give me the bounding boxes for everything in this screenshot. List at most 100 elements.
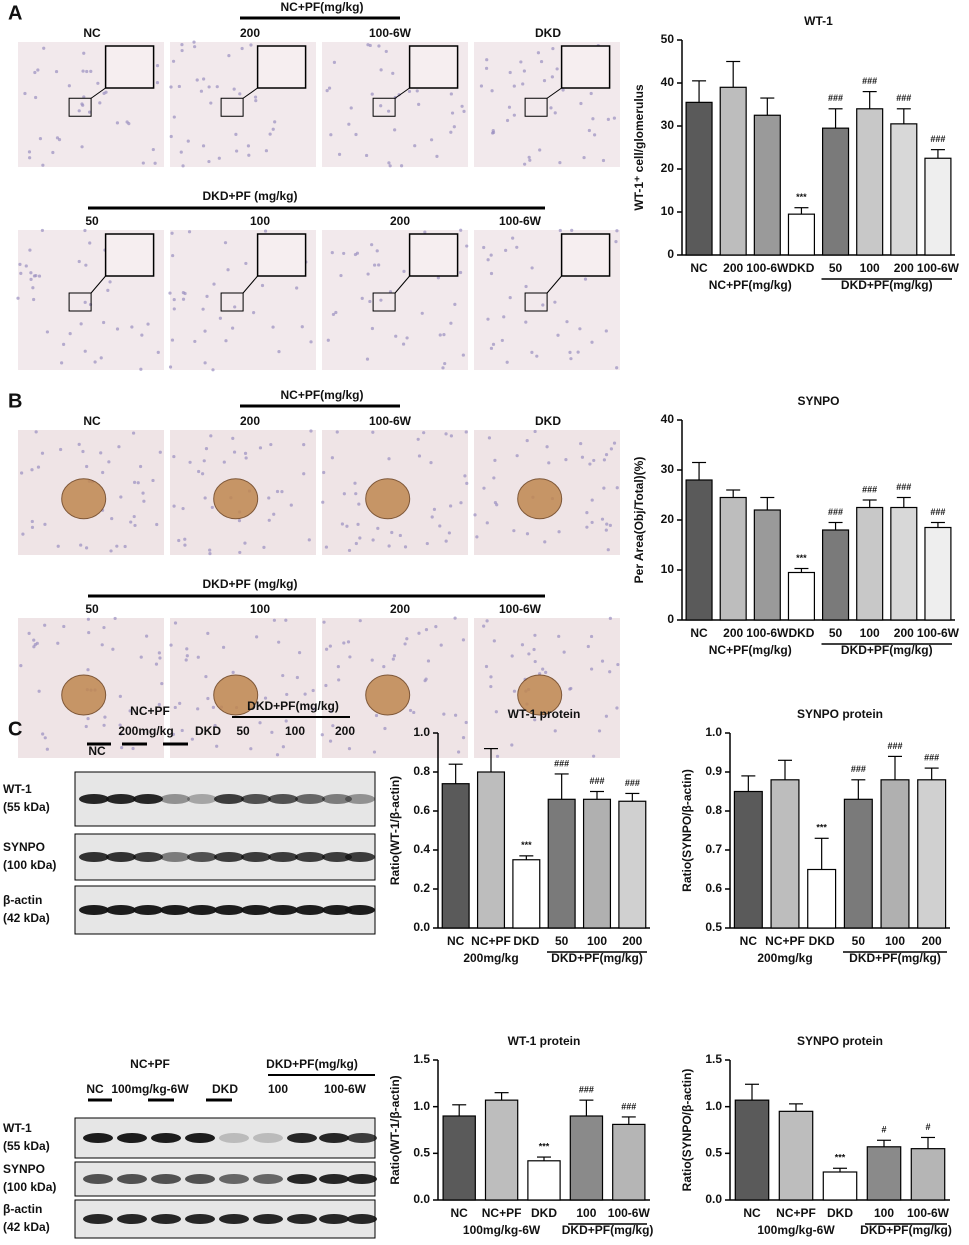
y-tick-label: 0.8 [413, 764, 430, 778]
nucleus [461, 736, 466, 740]
nucleus [335, 430, 339, 434]
bar [910, 1148, 946, 1201]
nucleus [332, 60, 337, 64]
nucleus [203, 329, 207, 333]
nucleus [561, 88, 565, 92]
nucleus [492, 639, 496, 643]
error-bar [888, 755, 902, 780]
nucleus [207, 159, 211, 164]
nucleus [365, 357, 370, 361]
nucleus [530, 266, 534, 270]
blot-band [287, 1133, 317, 1143]
nucleus [355, 251, 360, 255]
nucleus [473, 513, 477, 517]
nucleus [80, 102, 84, 106]
nucleus [146, 322, 150, 326]
nucleus [592, 754, 596, 758]
bar [484, 1099, 519, 1201]
nucleus [84, 263, 88, 267]
glomerulus [517, 674, 563, 716]
nucleus [168, 291, 172, 295]
nucleus [77, 442, 81, 446]
nucleus [188, 460, 192, 464]
label: 100mg/kg-6W [111, 1082, 189, 1096]
nucleus [423, 230, 427, 234]
nucleus [267, 518, 271, 522]
error-bar [448, 763, 463, 784]
error-bar [814, 837, 829, 870]
nucleus [510, 743, 514, 747]
nucleus [169, 643, 173, 647]
nucleus [375, 249, 379, 253]
y-tick-label: 1.0 [413, 1099, 430, 1113]
nucleus [458, 270, 463, 275]
blot-band [345, 852, 375, 862]
significance: ### [930, 507, 945, 517]
nucleus [151, 147, 155, 152]
nucleus [490, 89, 494, 93]
x-tick-label: 100 [885, 934, 905, 948]
nucleus [545, 445, 549, 449]
bar [512, 859, 541, 929]
nucleus [203, 361, 207, 365]
inset [256, 233, 307, 277]
nucleus [38, 137, 43, 141]
x-tick-label: NC [447, 934, 465, 948]
x-tick-label: NC+PF [471, 934, 511, 948]
label: (55 kDa) [3, 800, 50, 814]
label: 100-6W [499, 214, 542, 228]
nucleus [553, 300, 557, 304]
error-bar [924, 767, 939, 780]
nucleus [533, 718, 537, 722]
nucleus [461, 638, 466, 642]
nucleus [449, 92, 453, 96]
label: NC+PF(mg/kg) [280, 0, 363, 14]
significance: ### [862, 76, 877, 86]
nucleus [203, 496, 207, 500]
nucleus [234, 132, 238, 136]
nucleus [80, 145, 84, 149]
nucleus [172, 297, 176, 302]
nucleus [240, 46, 244, 51]
label: 50 [236, 724, 250, 738]
nucleus [258, 721, 262, 725]
nucleus [379, 104, 383, 108]
y-tick-label: 0.5 [705, 920, 722, 934]
y-tick-label: 10 [661, 562, 675, 576]
blot-band [151, 1133, 181, 1143]
error-bar [896, 496, 911, 508]
nucleus [102, 320, 106, 325]
bar [753, 509, 781, 621]
nucleus [281, 673, 285, 678]
y-tick-label: 0.2 [413, 881, 430, 895]
nucleus [383, 726, 387, 731]
nucleus [345, 524, 349, 528]
nucleus [169, 85, 173, 89]
error-bar [726, 60, 741, 88]
nucleus [173, 705, 177, 710]
nucleus [324, 683, 328, 688]
nucleus [327, 86, 332, 90]
nucleus [88, 110, 92, 114]
bar [787, 213, 816, 256]
nucleus [533, 659, 537, 664]
nucleus [347, 122, 351, 126]
nucleus [486, 258, 490, 262]
nucleus [464, 430, 468, 434]
significance: *** [816, 823, 827, 833]
nucleus [532, 647, 536, 652]
nucleus [376, 526, 380, 530]
nucleus [180, 48, 184, 53]
y-tick-label: 0.8 [705, 803, 722, 817]
blot-band [347, 1174, 377, 1184]
nucleus [119, 732, 123, 736]
nucleus [398, 533, 402, 538]
nucleus [183, 537, 187, 541]
nucleus [334, 310, 338, 315]
nucleus [138, 464, 143, 469]
nucleus [253, 95, 258, 99]
nucleus [489, 253, 493, 257]
nucleus [302, 472, 306, 476]
significance: *** [796, 192, 807, 202]
nucleus [453, 302, 457, 306]
